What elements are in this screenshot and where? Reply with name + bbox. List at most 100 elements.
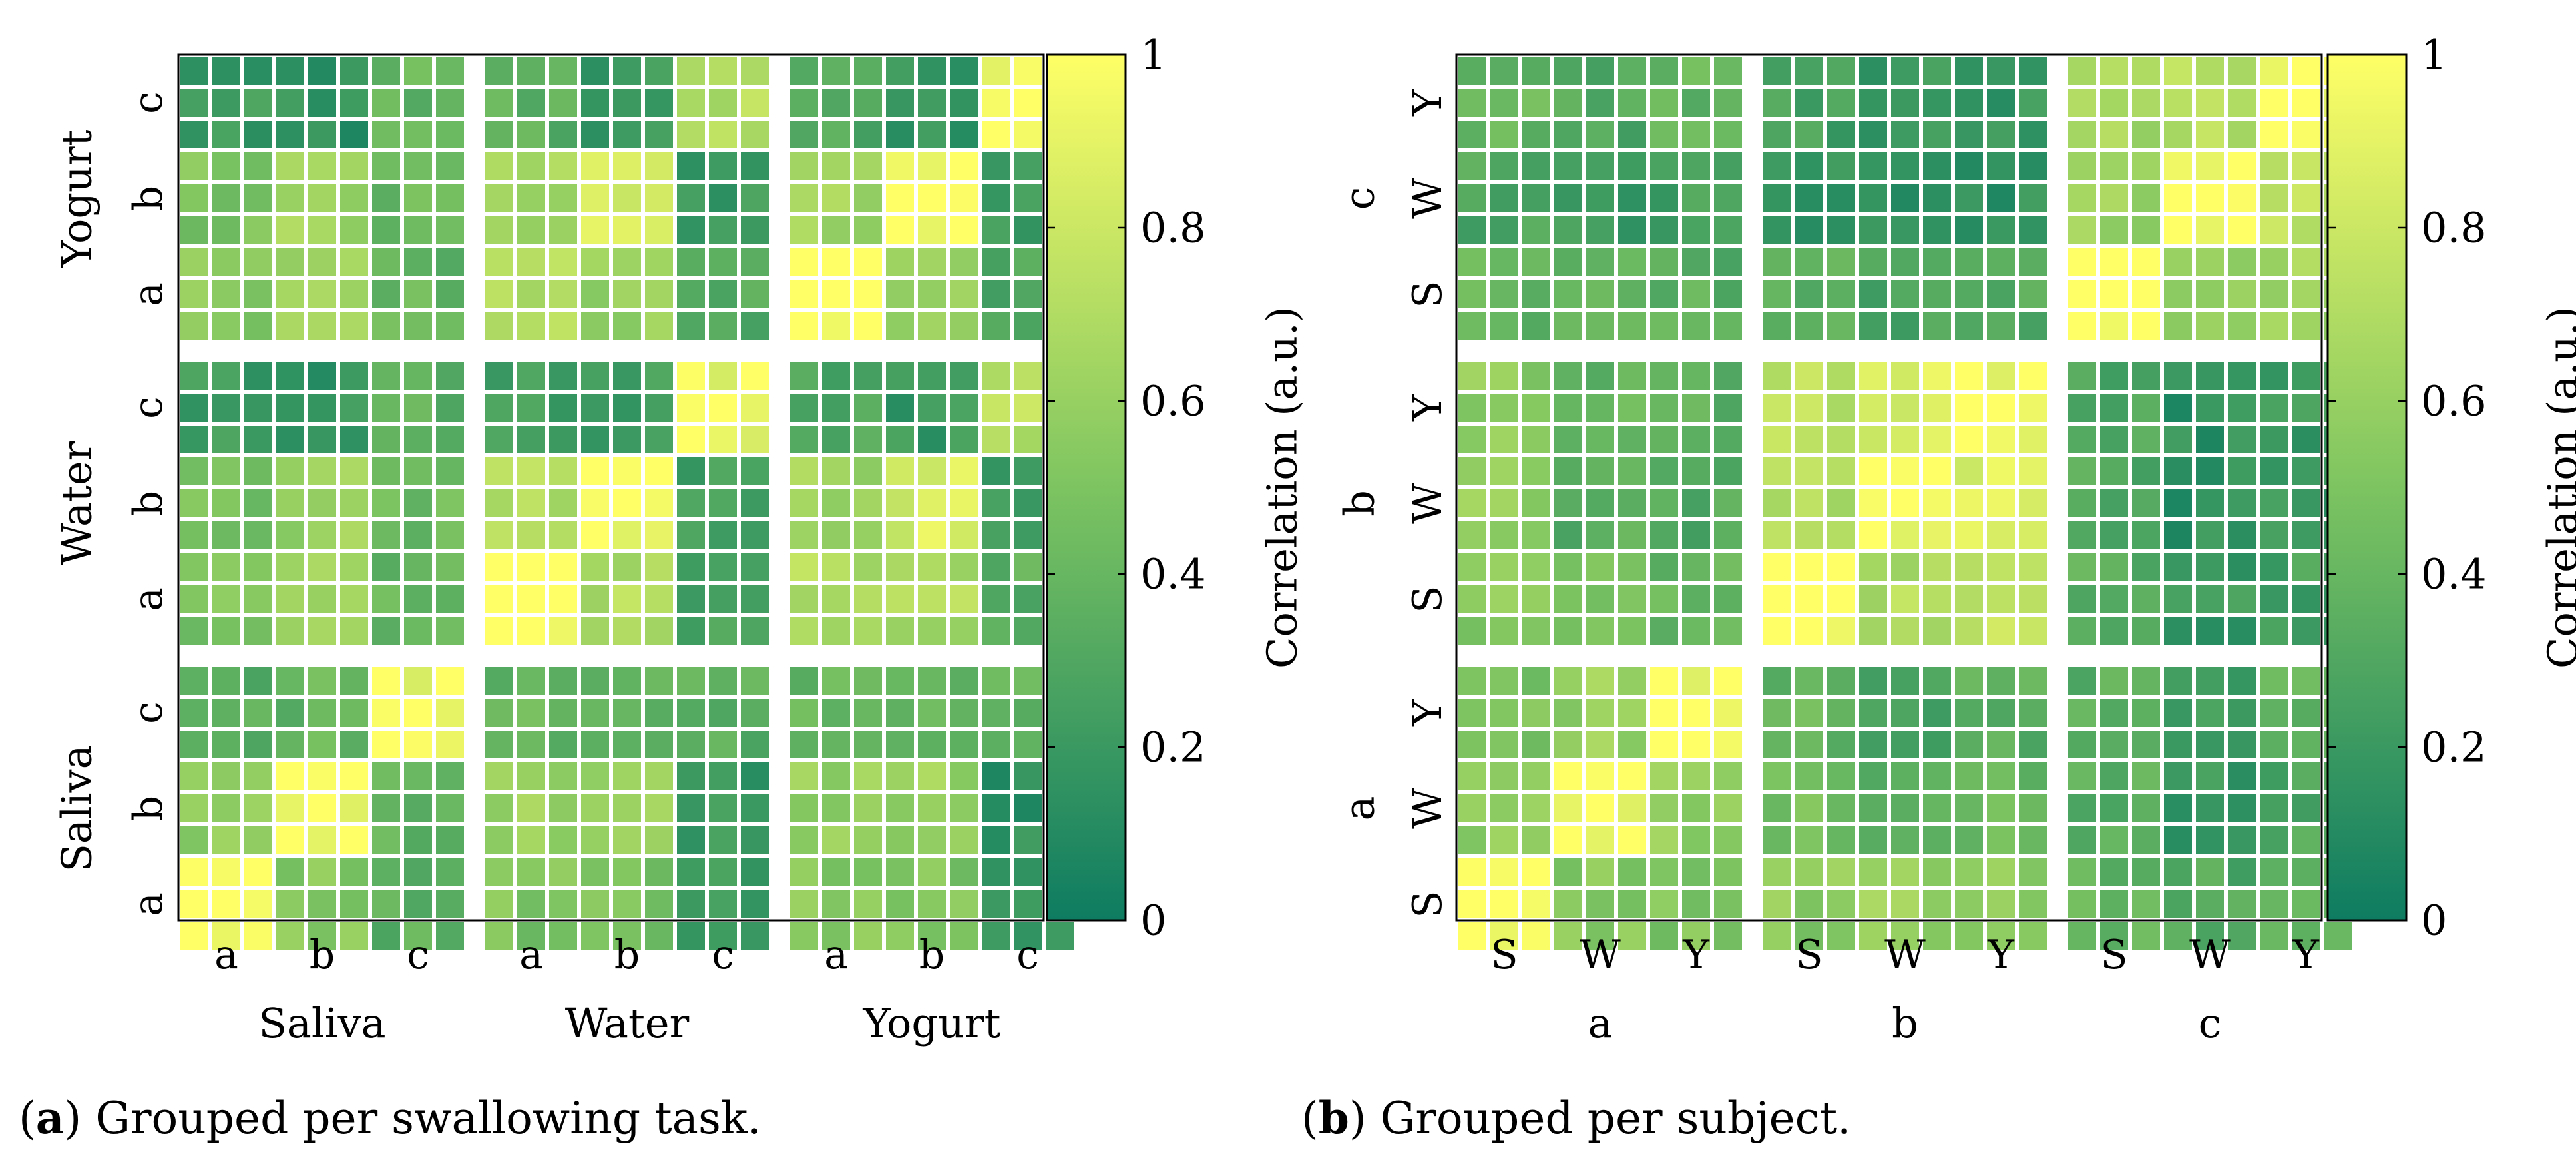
- heatmap-cell: [1490, 922, 1518, 950]
- heatmap-cell: [2100, 826, 2128, 854]
- heatmap-cell: [822, 489, 850, 517]
- heatmap-cell: [1014, 216, 1042, 244]
- y-group-label: Saliva: [53, 744, 101, 872]
- heatmap-cell: [822, 890, 850, 918]
- heatmap-cell: [436, 184, 464, 212]
- heatmap-cell: [1891, 248, 1919, 276]
- heatmap-cell: [276, 858, 304, 886]
- heatmap-cell: [404, 731, 432, 758]
- heatmap-cell: [1763, 457, 1791, 485]
- heatmap-cell: [1554, 216, 1582, 244]
- heatmap-cell: [1827, 521, 1855, 549]
- heatmap-cell: [581, 362, 609, 390]
- heatmap-cell: [1458, 426, 1486, 453]
- heatmap-cell: [1859, 57, 1887, 85]
- heatmap-cell: [404, 312, 432, 340]
- heatmap-cell: [1763, 617, 1791, 645]
- heatmap-cell: [2164, 699, 2192, 727]
- heatmap-cell: [180, 457, 208, 485]
- heatmap-cell: [982, 216, 1010, 244]
- heatmap-cell: [2100, 890, 2128, 918]
- heatmap-cell: [1682, 489, 1710, 517]
- heatmap-cell: [2019, 280, 2047, 308]
- heatmap-cell: [677, 362, 705, 390]
- heatmap-cell: [1490, 762, 1518, 790]
- heatmap-cell: [645, 216, 673, 244]
- heatmap-cell: [2068, 280, 2096, 308]
- heatmap-cell: [485, 890, 513, 918]
- heatmap-cell: [1763, 858, 1791, 886]
- heatmap-cell: [709, 426, 737, 453]
- heatmap-cell: [886, 617, 914, 645]
- heatmap-cell: [950, 699, 978, 727]
- heatmap-cell: [276, 152, 304, 180]
- heatmap-cell: [1618, 553, 1646, 581]
- heatmap-cell: [485, 521, 513, 549]
- heatmap-cell: [613, 457, 641, 485]
- heatmap-cell: [2164, 794, 2192, 822]
- heatmap-cell: [1014, 699, 1042, 727]
- heatmap-cell: [677, 794, 705, 822]
- heatmap-cell: [2260, 553, 2288, 581]
- heatmap-cell: [180, 826, 208, 854]
- heatmap-cell: [1650, 521, 1678, 549]
- heatmap-cell: [741, 521, 769, 549]
- heatmap-cell: [372, 457, 400, 485]
- heatmap-cell: [2132, 426, 2160, 453]
- heatmap-cell: [1955, 762, 1983, 790]
- heatmap-cell: [2228, 89, 2256, 117]
- heatmap-cell: [2068, 667, 2096, 695]
- heatmap-cell: [1987, 585, 2015, 613]
- heatmap-cell: [790, 794, 818, 822]
- x-group-label: Water: [565, 999, 690, 1047]
- heatmap-cell: [2100, 731, 2128, 758]
- heatmap-cell: [2132, 521, 2160, 549]
- x-tick-label: S: [1490, 932, 1518, 978]
- y-tick-label: Y: [1404, 394, 1451, 422]
- heatmap-cell: [1458, 667, 1486, 695]
- heatmap-cell: [982, 585, 1010, 613]
- heatmap-cell: [404, 426, 432, 453]
- y-group-label: Water: [53, 441, 101, 565]
- heatmap-cell: [613, 617, 641, 645]
- heatmap-cell: [1795, 489, 1823, 517]
- heatmap-cell: [1618, 667, 1646, 695]
- heatmap-cell: [2132, 762, 2160, 790]
- heatmap-cell: [1891, 394, 1919, 422]
- heatmap-cell: [2196, 152, 2224, 180]
- heatmap-cell: [2196, 890, 2224, 918]
- heatmap-cell: [645, 617, 673, 645]
- heatmap-cell: [404, 89, 432, 117]
- heatmap-cell: [2228, 152, 2256, 180]
- heatmap-cell: [549, 521, 577, 549]
- colorbar-label: Correlation (a.u.): [1258, 306, 1307, 669]
- heatmap-cell: [709, 699, 737, 727]
- heatmap-cell: [950, 57, 978, 85]
- heatmap-cell: [1586, 890, 1614, 918]
- heatmap-cell: [308, 521, 336, 549]
- heatmap-cell: [2132, 89, 2160, 117]
- heatmap-cell: [2019, 553, 2047, 581]
- heatmap-cell: [2068, 858, 2096, 886]
- heatmap-cell: [741, 585, 769, 613]
- heatmap-cell: [613, 184, 641, 212]
- heatmap-cell: [212, 280, 240, 308]
- heatmap-cell: [549, 731, 577, 758]
- heatmap-cell: [1795, 890, 1823, 918]
- heatmap-cell: [1923, 216, 1951, 244]
- heatmap-cell: [918, 553, 946, 581]
- heatmap-cell: [244, 521, 272, 549]
- heatmap-cell: [1014, 89, 1042, 117]
- heatmap-cell: [485, 280, 513, 308]
- heatmap-cell: [918, 57, 946, 85]
- heatmap-cell: [1859, 667, 1887, 695]
- heatmap-cell: [790, 184, 818, 212]
- heatmap-cell: [1522, 699, 1550, 727]
- heatmap-cell: [2196, 794, 2224, 822]
- heatmap-cell: [244, 152, 272, 180]
- heatmap-cell: [1014, 312, 1042, 340]
- heatmap-cell: [2260, 280, 2288, 308]
- heatmap-cell: [2068, 121, 2096, 148]
- heatmap-cell: [436, 553, 464, 581]
